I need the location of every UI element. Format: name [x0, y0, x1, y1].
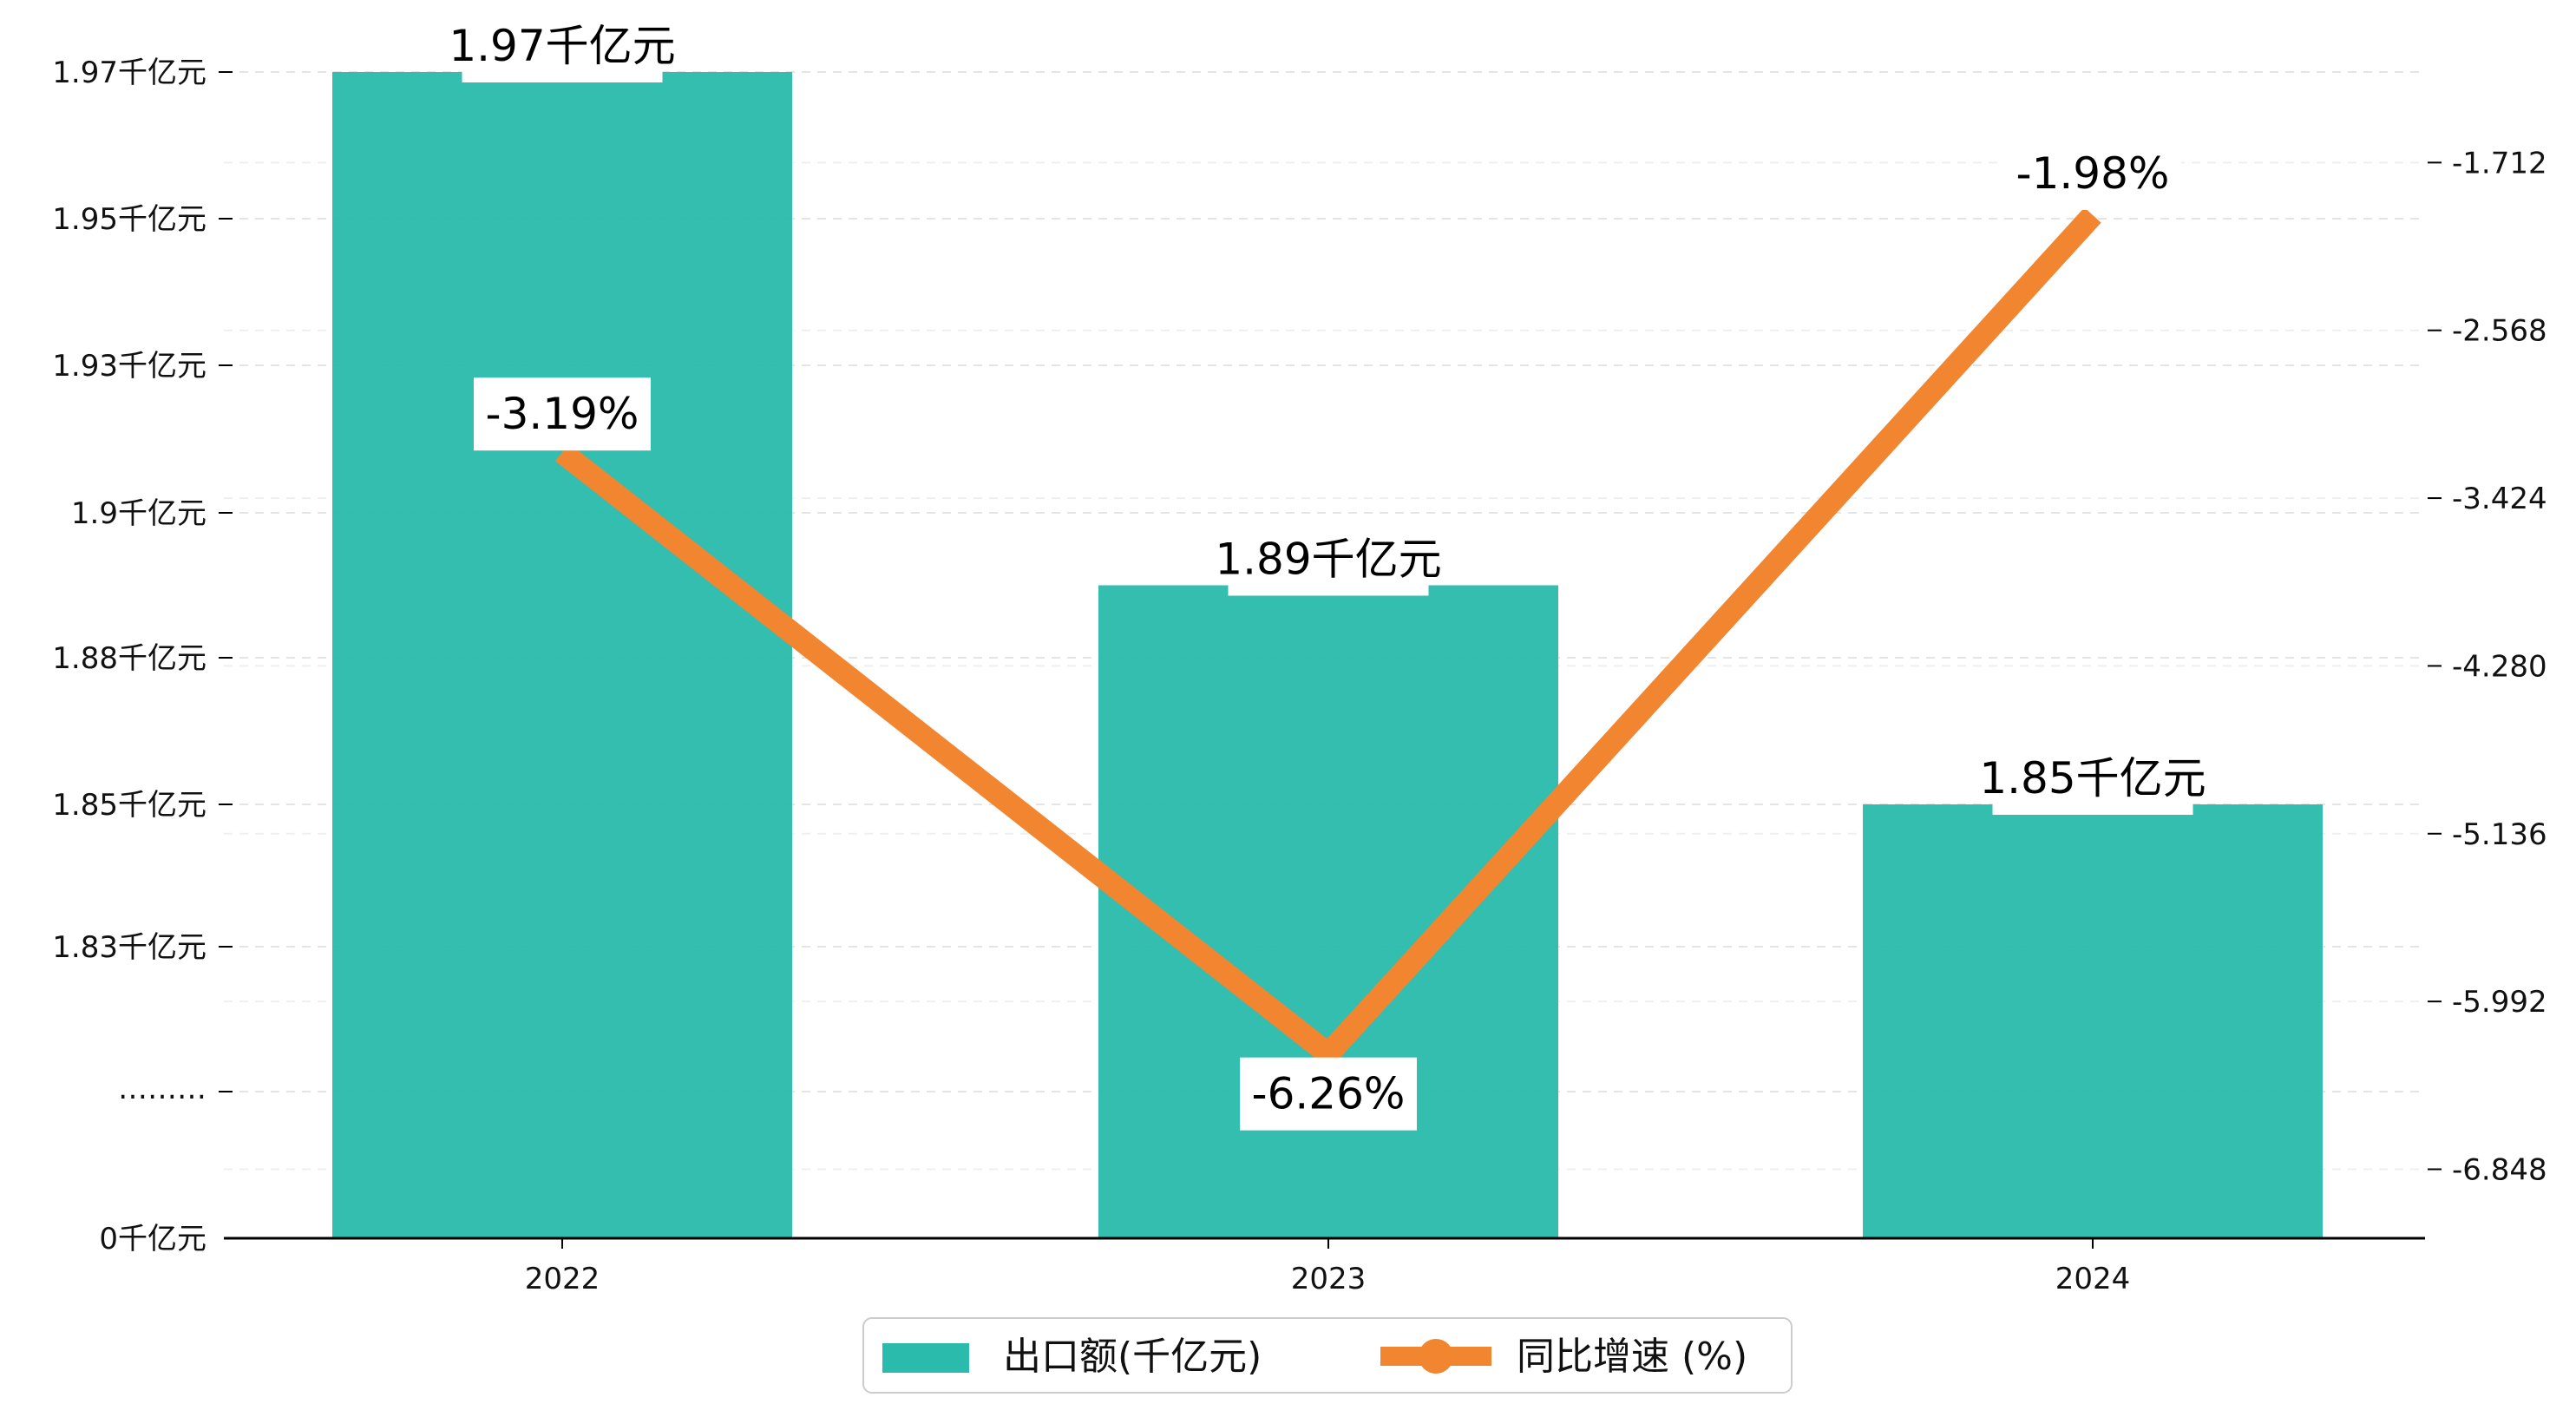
y-right-tick-label: -1.712 [2452, 146, 2547, 180]
bar-value-label-2024-text: 1.85千亿元 [1979, 753, 2206, 804]
y-left-tick-label: 1.93千亿元 [52, 349, 206, 384]
bar-value-label-2022-bg [462, 10, 663, 82]
y-right-tick-label: -6.848 [2452, 1152, 2547, 1187]
x-tick-label-2023: 2023 [1291, 1262, 1367, 1296]
y-left-tick-label: 1.85千亿元 [52, 788, 206, 823]
y-right-tick-label: -5.992 [2452, 985, 2547, 1020]
y-left-tick-label: 1.97千亿元 [52, 56, 206, 90]
growth-line [554, 207, 2101, 1070]
bar-value-label-2023-bg [1228, 522, 1429, 596]
data-labels: 1.97千亿元 1.89千亿元 1.85千亿元 -3.19% -6.26% -1.98% [449, 10, 2206, 1131]
growth-value-label-2024: -1.98% [2004, 136, 2181, 210]
y-left-tick-label: 1.9千亿元 [71, 496, 206, 531]
legend: 出口额(千亿元) 同比增速 (%) [862, 1317, 1793, 1394]
y-left-tick-label: 0千亿元 [99, 1222, 206, 1256]
bar-series [332, 72, 2323, 1238]
bar-value-label-2023-text: 1.89千亿元 [1215, 535, 1441, 585]
growth-value-label-2024-text: -1.98% [2016, 148, 2170, 199]
y-left-tick-label: 1.83千亿元 [52, 930, 206, 965]
y-left-tick-label: 1.95千亿元 [52, 202, 206, 237]
y-right-tick-label: -3.424 [2452, 482, 2547, 516]
bar-value-label-2022: 1.97千亿元 [449, 10, 676, 82]
growth-value-label-2022: -3.19% [474, 377, 651, 451]
y-right-tick-label: -5.136 [2452, 817, 2547, 852]
bar-value-label-2024: 1.85千亿元 [1979, 742, 2206, 815]
bar-value-label-2022-text: 1.97千亿元 [449, 21, 675, 71]
axes: 2022 2023 2024 0千亿元 1.83千亿元 1.85千亿元 1.88千亿元 1.9… [52, 56, 2547, 1296]
y-right-tick-label: -4.280 [2452, 649, 2547, 684]
bar-value-label-2024-bg [1992, 742, 2193, 815]
legend-marker-line [1419, 1339, 1453, 1374]
legend-box: 出口额(千亿元) 同比增速 (%) [862, 1317, 1793, 1394]
y-left-tick-label: 1.88千亿元 [52, 641, 206, 676]
bar-value-label-2023: 1.89千亿元 [1215, 522, 1442, 596]
growth-value-label-2023-text: -6.26% [1252, 1069, 1406, 1119]
x-tick-label-2022: 2022 [525, 1262, 600, 1296]
growth-value-label-2022-text: -3.19% [486, 389, 639, 439]
legend-frame [862, 1317, 1793, 1394]
bar-2023 [1098, 585, 1558, 1238]
legend-swatch-bar [882, 1343, 969, 1373]
bar-2024 [1863, 804, 2323, 1238]
legend-label-bar: 出口额(千亿元) [1003, 1335, 1262, 1379]
legend-label-line: 同比增速 (%) [1517, 1335, 1747, 1379]
line-series [554, 207, 2101, 1070]
y-axis-break-label: ……… [118, 1072, 206, 1106]
x-tick-label-2024: 2024 [2055, 1262, 2131, 1296]
growth-value-label-2024-bg [2004, 136, 2181, 210]
bar-2022 [332, 72, 792, 1238]
growth-value-label-2023-bg [1240, 1057, 1417, 1131]
growth-value-label-2022-bg [474, 377, 651, 451]
growth-value-label-2023: -6.26% [1240, 1057, 1417, 1131]
y-right-tick-label: -2.568 [2452, 314, 2547, 349]
